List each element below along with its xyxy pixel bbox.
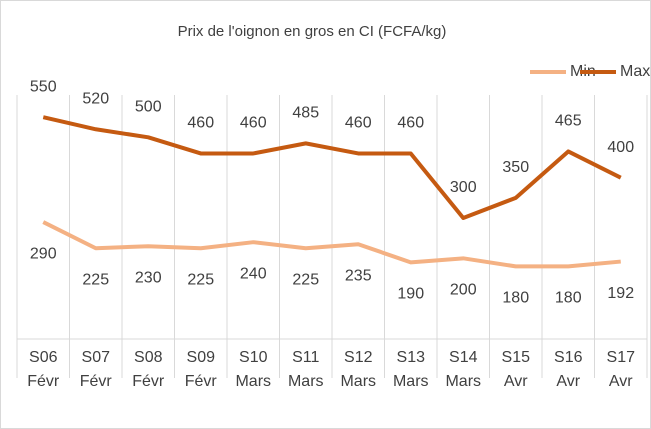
x-tick-label: S08 Févr: [132, 349, 165, 390]
data-label: 200: [450, 282, 477, 299]
data-label: 460: [187, 115, 214, 132]
x-tick-label: S12 Mars: [340, 349, 377, 390]
x-tick-label: S16 Avr: [554, 349, 583, 390]
x-tick-label: S06 Févr: [27, 349, 60, 390]
data-label: 460: [240, 115, 267, 132]
data-label: 225: [82, 271, 109, 288]
data-label: 180: [502, 290, 529, 307]
data-label: 235: [345, 267, 372, 284]
data-label: 230: [135, 269, 162, 286]
data-label: 225: [292, 271, 319, 288]
data-label: 460: [397, 115, 424, 132]
data-label: 500: [135, 99, 162, 116]
data-label: 350: [502, 159, 529, 176]
data-label: 550: [30, 78, 57, 95]
chart-title: Prix de l'oignon en gros en CI (FCFA/kg): [178, 23, 447, 40]
data-label: 460: [345, 115, 372, 132]
data-label: 180: [555, 290, 582, 307]
data-label: 192: [607, 285, 634, 302]
data-label: 520: [82, 90, 109, 107]
data-label: 225: [187, 271, 214, 288]
x-tick-label: S17 Avr: [606, 349, 635, 390]
data-label: 190: [397, 286, 424, 303]
x-tick-label: S15 Avr: [501, 349, 530, 390]
data-label: 240: [240, 265, 267, 282]
x-tick-label: S14 Mars: [445, 349, 482, 390]
x-tick-label: S11 Mars: [287, 349, 324, 390]
line: [42, 115, 622, 220]
data-label: 400: [607, 139, 634, 156]
data-label: 465: [555, 113, 582, 130]
x-tick-label: S07 Févr: [79, 349, 112, 390]
x-tick-label: S09 Févr: [184, 349, 217, 390]
data-label: 290: [30, 245, 57, 262]
line: [42, 220, 621, 269]
data-label: 300: [450, 179, 477, 196]
x-tick-label: S13 Mars: [392, 349, 429, 390]
x-tick-label: S10 Mars: [235, 349, 272, 390]
data-label: 485: [292, 105, 319, 122]
legend-label: Max: [620, 63, 650, 80]
